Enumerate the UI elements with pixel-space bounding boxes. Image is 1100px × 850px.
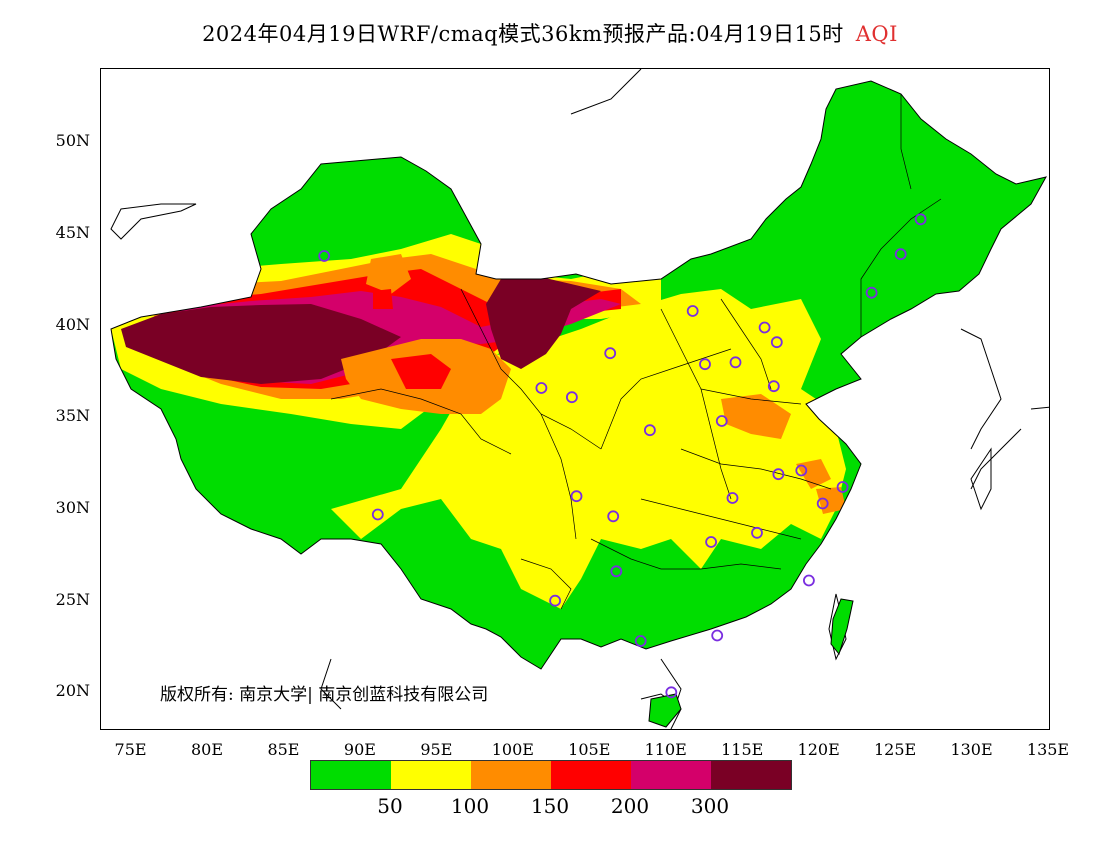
aqi-fields (111, 81, 1046, 669)
copyright-text: 版权所有: 南京大学| 南京创蓝科技有限公司 (160, 685, 489, 705)
longitude-label: 125E (873, 740, 917, 759)
station-marker (634, 635, 647, 647)
station-marker (371, 508, 384, 521)
legend-swatch (711, 761, 791, 789)
legend-swatch (551, 761, 631, 789)
map-title: 2024年04月19日WRF/cmaq模式36km预报产品:04月19日15时 A… (0, 18, 1100, 48)
station-marker (816, 497, 829, 510)
hainan-island (648, 693, 682, 728)
longitude-label: 115E (721, 740, 764, 759)
longitude-label: 130E (950, 740, 993, 759)
station-marker (535, 382, 548, 394)
station-marker (770, 336, 783, 349)
station-marker (318, 250, 331, 262)
station-marker (565, 391, 578, 404)
province-borders (330, 94, 942, 610)
legend-label: 300 (690, 794, 730, 818)
station-marker (767, 380, 780, 393)
station-marker (803, 574, 815, 587)
latitude-label: 20N (55, 681, 90, 701)
longitude-label: 135E (1026, 740, 1070, 759)
station-marker (570, 490, 583, 503)
station-marker (644, 424, 656, 437)
station-marker (711, 629, 724, 642)
longitude-label: 100E (491, 740, 534, 759)
title-variable: AQI (855, 22, 898, 46)
station-marker (686, 305, 699, 317)
station-marker (894, 248, 907, 261)
longitude-label: 95E (420, 740, 453, 759)
station-marker (705, 536, 717, 548)
station-marker (607, 510, 620, 523)
latitude-label: 45N (55, 223, 90, 242)
longitude-label: 90E (343, 740, 376, 759)
latitude-label: 25N (55, 589, 90, 609)
station-marker (665, 686, 678, 699)
aqi-map (110, 68, 1052, 730)
station-marker (914, 213, 927, 226)
legend-label: 150 (530, 794, 570, 818)
station-marker (549, 594, 562, 607)
station-marker (729, 356, 742, 369)
station-markers (318, 213, 927, 699)
taiwan-island (830, 598, 854, 656)
map-frame (100, 68, 1052, 730)
station-marker (699, 358, 711, 371)
latitude-label: 50N (55, 131, 90, 151)
station-marker (758, 321, 771, 334)
latitude-label: 30N (55, 498, 90, 517)
longitude-label: 80E (191, 740, 224, 759)
longitude-label: 75E (114, 740, 147, 759)
station-marker (795, 464, 808, 477)
legend-label: 100 (450, 794, 490, 818)
legend-swatch (631, 761, 711, 789)
legend-label: 200 (610, 794, 650, 818)
legend-swatch (471, 761, 551, 789)
station-marker (865, 286, 878, 299)
station-marker (715, 415, 728, 427)
latitude-label: 40N (55, 314, 90, 334)
latitude-label: 35N (55, 406, 90, 426)
longitude-label: 110E (644, 740, 687, 759)
station-marker (836, 481, 849, 493)
station-marker (610, 565, 623, 578)
station-marker (604, 347, 617, 360)
station-marker (772, 468, 785, 481)
legend-swatch (391, 761, 471, 789)
title-text: 2024年04月19日WRF/cmaq模式36km预报产品:04月19日15时 (202, 22, 844, 46)
station-marker (751, 526, 763, 539)
legend-label: 50 (377, 794, 403, 818)
longitude-label: 120E (797, 740, 840, 759)
legend-swatch (311, 761, 391, 789)
longitude-label: 85E (267, 740, 300, 759)
longitude-label: 105E (568, 740, 611, 759)
china-outline (110, 80, 1047, 670)
legend-colorbar (310, 760, 792, 790)
station-marker (726, 492, 739, 504)
